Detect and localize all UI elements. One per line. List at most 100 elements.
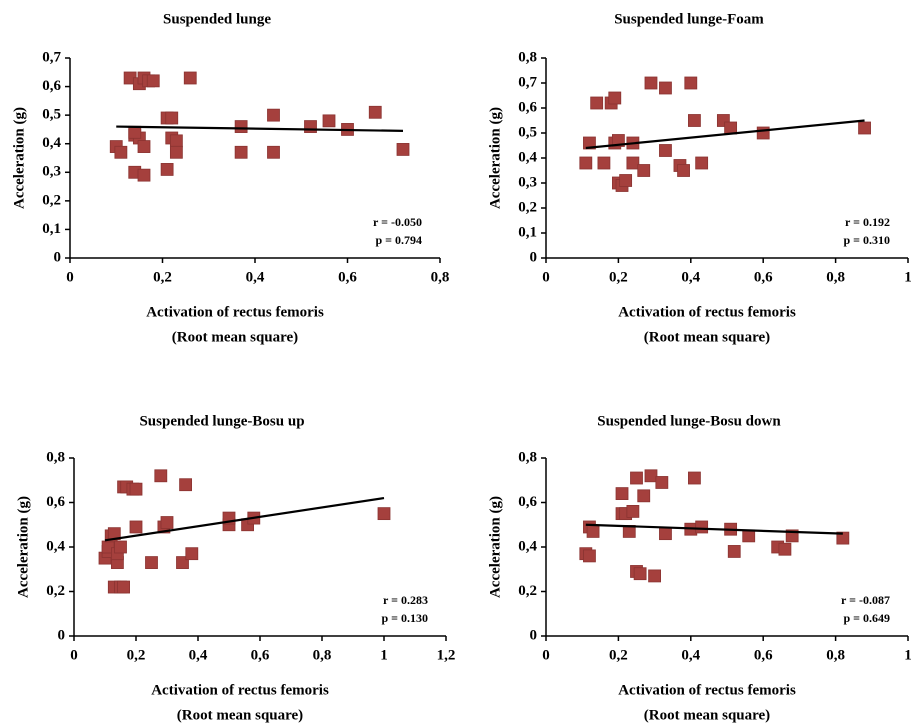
- y-tick-label: 0,3: [42, 164, 61, 180]
- annotation: p = 0.649: [843, 611, 890, 625]
- y-tick-label: 0: [530, 249, 538, 265]
- y-tick-label: 0,8: [518, 449, 537, 465]
- x-axis-label: Activation of rectus femoris: [146, 304, 324, 320]
- point: [858, 121, 871, 135]
- annotation: r = 0.192: [845, 215, 890, 229]
- x-tick-label: 0,8: [826, 647, 845, 663]
- point: [396, 143, 410, 156]
- point: [234, 120, 248, 133]
- chart-title: Suspended lunge: [163, 11, 271, 27]
- point: [169, 134, 183, 148]
- x-tick-label: 0,2: [127, 647, 146, 663]
- point: [583, 549, 596, 563]
- x-tick-label: 0,4: [189, 647, 208, 663]
- x-tick-label: 0,8: [826, 269, 845, 285]
- x-tick-label: 1: [904, 647, 912, 663]
- y-tick-label: 0: [530, 627, 538, 643]
- point: [626, 504, 640, 518]
- x-axis-label: (Root mean square): [172, 329, 298, 345]
- point: [234, 145, 248, 159]
- y-tick-label: 0,1: [518, 224, 537, 240]
- point: [160, 516, 174, 529]
- point: [695, 520, 709, 534]
- chart-title: Suspended lunge-Bosu down: [597, 413, 781, 429]
- annotation: p = 0.310: [843, 233, 890, 247]
- point: [615, 487, 629, 501]
- x-tick-label: 0: [70, 647, 78, 663]
- point: [836, 531, 850, 545]
- point: [695, 156, 709, 170]
- y-tick-label: 0,8: [518, 49, 537, 65]
- y-tick-label: 0,5: [518, 124, 537, 140]
- y-tick-label: 0,8: [46, 449, 65, 465]
- point: [637, 489, 651, 503]
- point: [633, 567, 647, 581]
- point: [727, 545, 741, 558]
- x-tick-label: 0,8: [431, 269, 450, 285]
- x-tick-label: 0: [66, 269, 74, 285]
- point: [619, 174, 633, 187]
- point: [659, 81, 672, 95]
- y-tick-label: 0,4: [518, 538, 537, 554]
- point: [583, 136, 596, 150]
- point: [630, 471, 643, 485]
- point: [637, 164, 651, 177]
- point: [688, 471, 701, 485]
- trend-line: [116, 125, 404, 132]
- point: [185, 547, 199, 561]
- point: [165, 111, 179, 125]
- point: [114, 145, 128, 159]
- point: [267, 145, 280, 159]
- y-tick-label: 0,6: [42, 78, 61, 94]
- y-axis-label: Acceleration (g): [487, 496, 503, 598]
- x-axis-label: Activation of rectus femoris: [618, 304, 796, 320]
- annotation: r = 0.283: [383, 593, 428, 607]
- y-tick-label: 0: [58, 627, 66, 643]
- point: [137, 168, 151, 182]
- point: [579, 156, 593, 170]
- annotation: r = -0.087: [841, 593, 890, 607]
- point: [179, 478, 193, 492]
- y-axis-label: Acceleration (g): [15, 496, 31, 598]
- point: [146, 74, 160, 88]
- point: [756, 126, 770, 140]
- x-tick-label: 0,2: [153, 269, 172, 285]
- y-tick-label: 0,7: [42, 49, 61, 65]
- point: [154, 469, 168, 483]
- x-tick-label: 0,6: [251, 647, 270, 663]
- y-tick-label: 0,6: [518, 99, 537, 115]
- y-tick-label: 0,2: [518, 583, 537, 599]
- x-tick-label: 0,2: [609, 269, 628, 285]
- point: [586, 525, 600, 538]
- x-axis-label: (Root mean square): [644, 707, 770, 723]
- point: [160, 163, 174, 176]
- x-axis-label: (Root mean square): [644, 329, 770, 345]
- trend-line: [585, 119, 865, 150]
- point: [304, 120, 317, 133]
- y-tick-label: 0,6: [518, 494, 537, 510]
- point: [322, 114, 336, 128]
- x-axis-label: (Root mean square): [177, 707, 303, 723]
- point: [137, 140, 151, 153]
- x-tick-label: 0,6: [338, 269, 357, 285]
- point: [590, 96, 604, 110]
- annotation: p = 0.130: [381, 611, 428, 625]
- point: [128, 125, 142, 139]
- chart-title: Suspended lunge-Foam: [614, 11, 764, 27]
- point: [377, 507, 391, 521]
- annotation: r = -0.050: [373, 215, 422, 229]
- x-tick-label: 1,2: [437, 647, 456, 663]
- point: [114, 540, 127, 554]
- point: [169, 145, 183, 159]
- point: [608, 91, 622, 105]
- point: [677, 164, 690, 177]
- y-tick-label: 0,5: [42, 107, 61, 123]
- point: [659, 144, 672, 157]
- trend-line: [104, 496, 385, 542]
- point: [688, 114, 701, 127]
- x-tick-label: 1: [904, 269, 912, 285]
- y-tick-label: 0,2: [42, 192, 61, 208]
- chart-title: Suspended lunge-Bosu up: [139, 413, 304, 429]
- x-tick-label: 0,4: [681, 269, 700, 285]
